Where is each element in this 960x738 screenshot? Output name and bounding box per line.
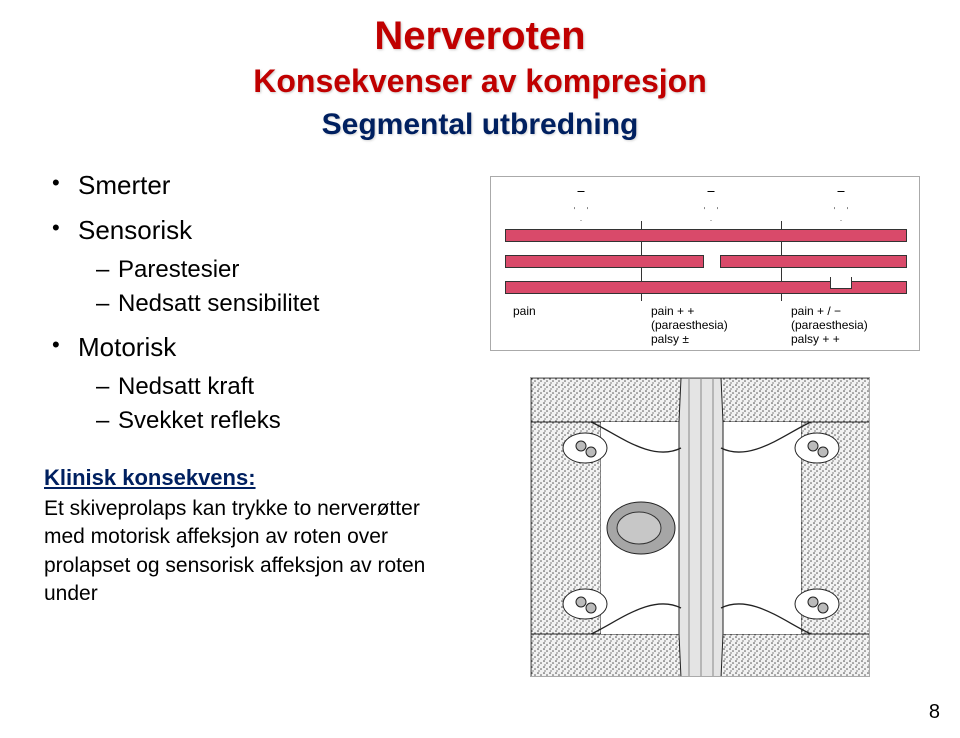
nerve-band: [505, 229, 907, 242]
sub-text: Nedsatt sensibilitet: [118, 290, 319, 317]
compression-diagram: pain pain + + (paraesthesia) palsy ± pai…: [490, 176, 920, 351]
arrow-icon: [704, 191, 718, 221]
bullet-sensorisk: Sensorisk Parestesier Nedsatt sensibilit…: [58, 215, 470, 318]
label-text: (paraesthesia): [651, 319, 728, 333]
sub-item: Svekket refleks: [100, 407, 470, 435]
content-row: Smerter Sensorisk Parestesier Nedsatt se…: [40, 170, 920, 677]
compression-gap: [703, 255, 721, 268]
motorisk-sublist: Nedsatt kraft Svekket refleks: [78, 373, 470, 435]
anatomy-svg: [531, 378, 870, 677]
arrow-icon: [574, 191, 588, 221]
clinical-body: Et skiveprolaps kan trykke to nerverøtte…: [44, 495, 454, 608]
label-text: pain: [513, 304, 536, 318]
bullet-list: Smerter Sensorisk Parestesier Nedsatt se…: [40, 170, 470, 435]
bullet-motorisk: Motorisk Nedsatt kraft Svekket refleks: [58, 332, 470, 435]
label-text: (paraesthesia): [791, 319, 868, 333]
diagram-label: pain: [513, 305, 536, 319]
bullet-smerter: Smerter: [58, 170, 470, 201]
slide-subtitle: Konsekvenser av kompresjon: [40, 63, 920, 100]
sub-text: Svekket refleks: [118, 407, 281, 434]
bullet-text: Sensorisk: [78, 215, 192, 245]
sensorisk-sublist: Parestesier Nedsatt sensibilitet: [78, 256, 470, 318]
sub-item: Nedsatt sensibilitet: [100, 290, 470, 318]
sub-text: Nedsatt kraft: [118, 373, 254, 400]
diagram-label: pain + + (paraesthesia) palsy ±: [651, 305, 728, 346]
left-column: Smerter Sensorisk Parestesier Nedsatt se…: [40, 170, 470, 677]
label-text: palsy ±: [651, 333, 728, 347]
bullet-text: Smerter: [78, 170, 170, 200]
label-text: pain + / −: [791, 305, 868, 319]
title-block: Nerveroten Konsekvenser av kompresjon Se…: [40, 14, 920, 142]
anatomical-diagram: [530, 377, 870, 677]
sub-text: Parestesier: [118, 256, 239, 283]
segmental-heading: Segmental utbredning: [40, 108, 920, 142]
page-number: 8: [929, 701, 940, 724]
compression-notch: [830, 277, 852, 289]
label-text: palsy + +: [791, 333, 868, 347]
sub-item: Parestesier: [100, 256, 470, 284]
right-column: pain pain + + (paraesthesia) palsy ± pai…: [490, 170, 920, 677]
clinical-block: Klinisk konsekvens: Et skiveprolaps kan …: [40, 465, 470, 608]
arrow-icon: [834, 191, 848, 221]
slide-title: Nerveroten: [40, 14, 920, 59]
clinical-heading: Klinisk konsekvens:: [44, 465, 470, 491]
label-text: pain + +: [651, 305, 728, 319]
slide: Nerveroten Konsekvenser av kompresjon Se…: [0, 0, 960, 738]
diagram-label: pain + / − (paraesthesia) palsy + +: [791, 305, 868, 346]
sub-item: Nedsatt kraft: [100, 373, 470, 401]
bullet-text: Motorisk: [78, 332, 176, 362]
